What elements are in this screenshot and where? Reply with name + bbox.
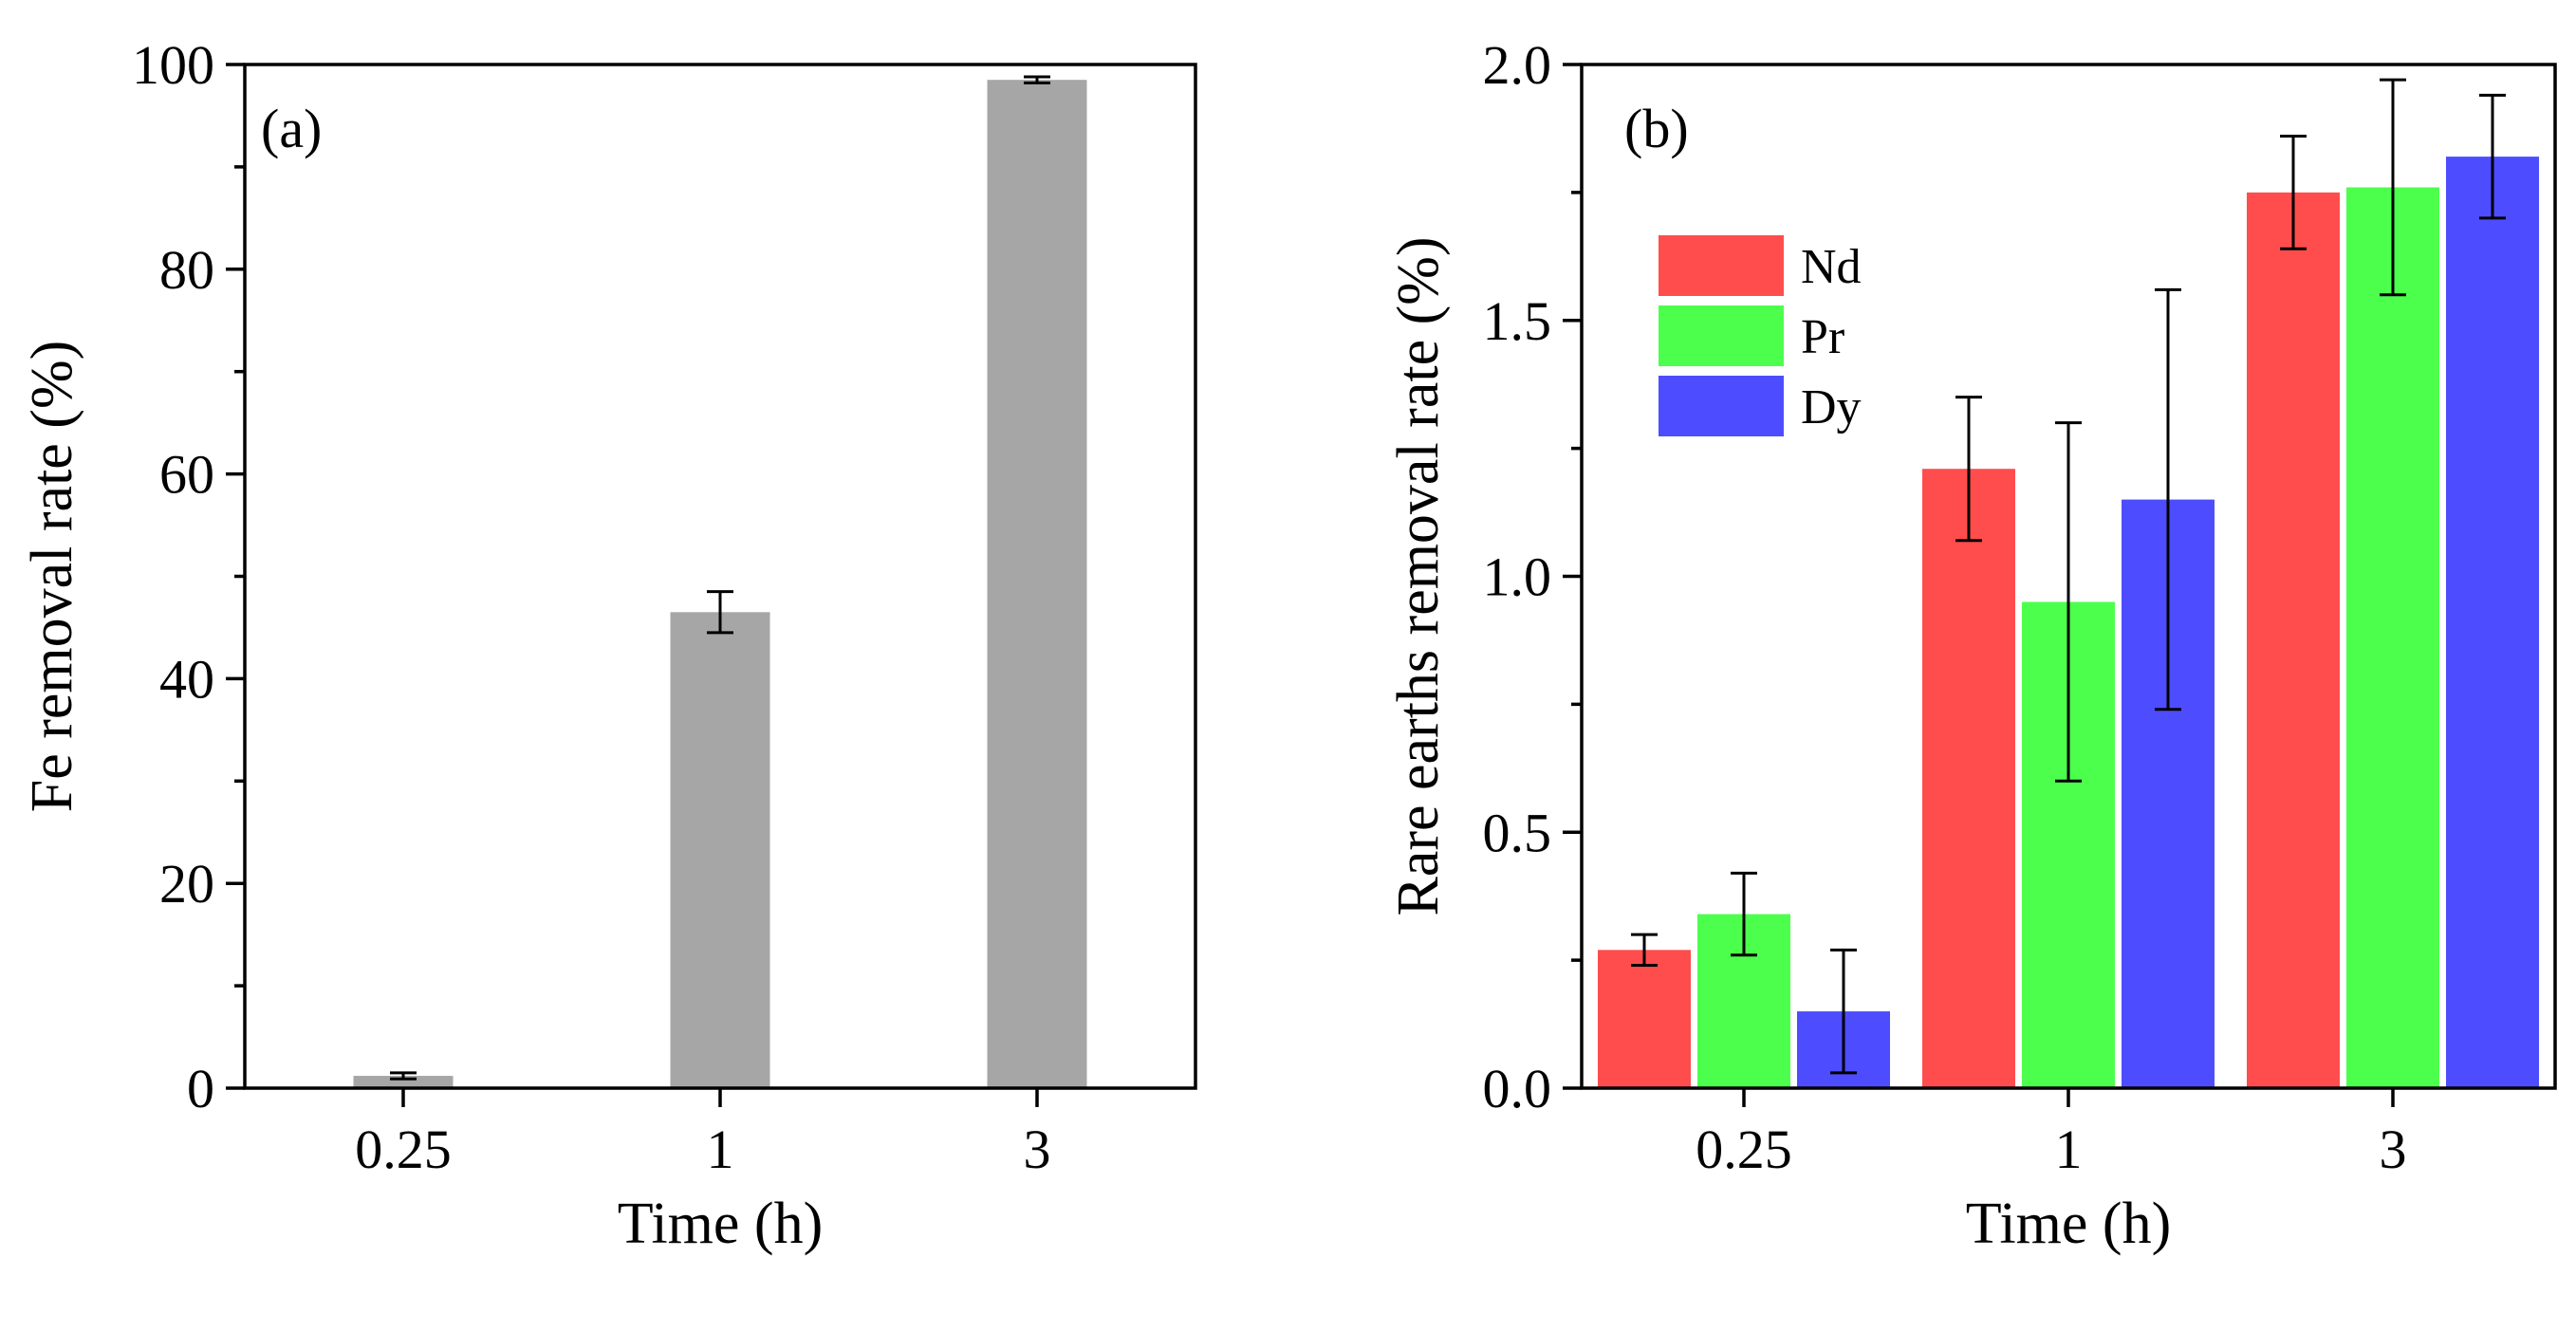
legend-label-nd: Nd <box>1801 240 1862 294</box>
y-tick-label: 100 <box>132 34 214 96</box>
legend-item-dy: Dy <box>1659 376 1862 436</box>
y-tick-label: 0 <box>187 1058 214 1119</box>
error-bar-dy-3 <box>2479 93 2506 220</box>
y-tick-label: 60 <box>159 444 214 506</box>
error-bar-pr-0.25 <box>1731 871 1757 957</box>
error-bar-fe-1 <box>707 590 733 635</box>
x-tick-label: 0.25 <box>355 1118 452 1180</box>
x-tick-label: 0.25 <box>1696 1118 1792 1180</box>
bar-nd-0.25 <box>1598 950 1691 1088</box>
x-axis-label: Time (h) <box>618 1192 823 1256</box>
y-tick-label: 1.0 <box>1483 546 1552 608</box>
legend-swatch-dy <box>1659 376 1784 436</box>
y-tick-label: 0.0 <box>1483 1058 1552 1119</box>
panel-label: (b) <box>1624 98 1689 159</box>
bar-nd-1 <box>1922 469 2015 1089</box>
x-tick-label: 3 <box>2380 1118 2407 1180</box>
y-tick-label: 0.5 <box>1483 802 1552 863</box>
legend: Nd Pr Dy <box>1659 235 1862 436</box>
error-bar-pr-3 <box>2380 78 2406 297</box>
bar-dy-3 <box>2446 157 2539 1089</box>
legend-swatch-nd <box>1659 235 1784 296</box>
x-tick-label: 1 <box>707 1118 734 1180</box>
panel-label: (a) <box>261 98 322 159</box>
x-axis-label: Time (h) <box>1966 1192 2171 1256</box>
bar-fe-3 <box>987 80 1087 1088</box>
y-tick-label: 40 <box>159 648 214 710</box>
y-axis-label: Rare earths removal rate (%) <box>1386 236 1451 915</box>
legend-label-pr: Pr <box>1801 310 1844 364</box>
legend-item-pr: Pr <box>1659 305 1844 366</box>
error-bar-pr-1 <box>2055 421 2082 783</box>
y-axis-label: Fe removal rate (%) <box>20 341 84 812</box>
legend-label-dy: Dy <box>1801 380 1862 434</box>
error-bar-nd-0.25 <box>1631 933 1658 968</box>
y-tick-label: 2.0 <box>1483 34 1552 96</box>
bar-pr-3 <box>2346 187 2439 1089</box>
panel-b: 0.0 0.5 1.0 1.5 2.0 0.25 1 3 Time (h) Rare earths… <box>1386 34 2557 1256</box>
error-bar-nd-1 <box>1955 396 1982 543</box>
x-tick-label: 1 <box>2055 1118 2083 1180</box>
y-tick-label: 80 <box>159 239 214 301</box>
error-bar-nd-3 <box>2280 135 2307 250</box>
y-tick-label: 1.5 <box>1483 290 1552 352</box>
bar-fe-0.25 <box>353 1076 454 1088</box>
x-tick-label: 3 <box>1024 1118 1051 1180</box>
legend-item-nd: Nd <box>1659 235 1862 296</box>
error-bar-fe-3 <box>1024 75 1050 84</box>
y-tick-label: 20 <box>159 853 214 915</box>
error-bar-dy-0.25 <box>1830 948 1857 1075</box>
error-bar-fe-0.25 <box>390 1071 417 1081</box>
bar-fe-1 <box>670 612 770 1088</box>
bar-nd-3 <box>2247 192 2340 1088</box>
legend-swatch-pr <box>1659 305 1784 366</box>
panel-a: 0 20 40 60 80 100 0.25 1 3 Time (h) Fe removal rat… <box>20 34 1197 1256</box>
error-bar-dy-1 <box>2155 287 2181 712</box>
